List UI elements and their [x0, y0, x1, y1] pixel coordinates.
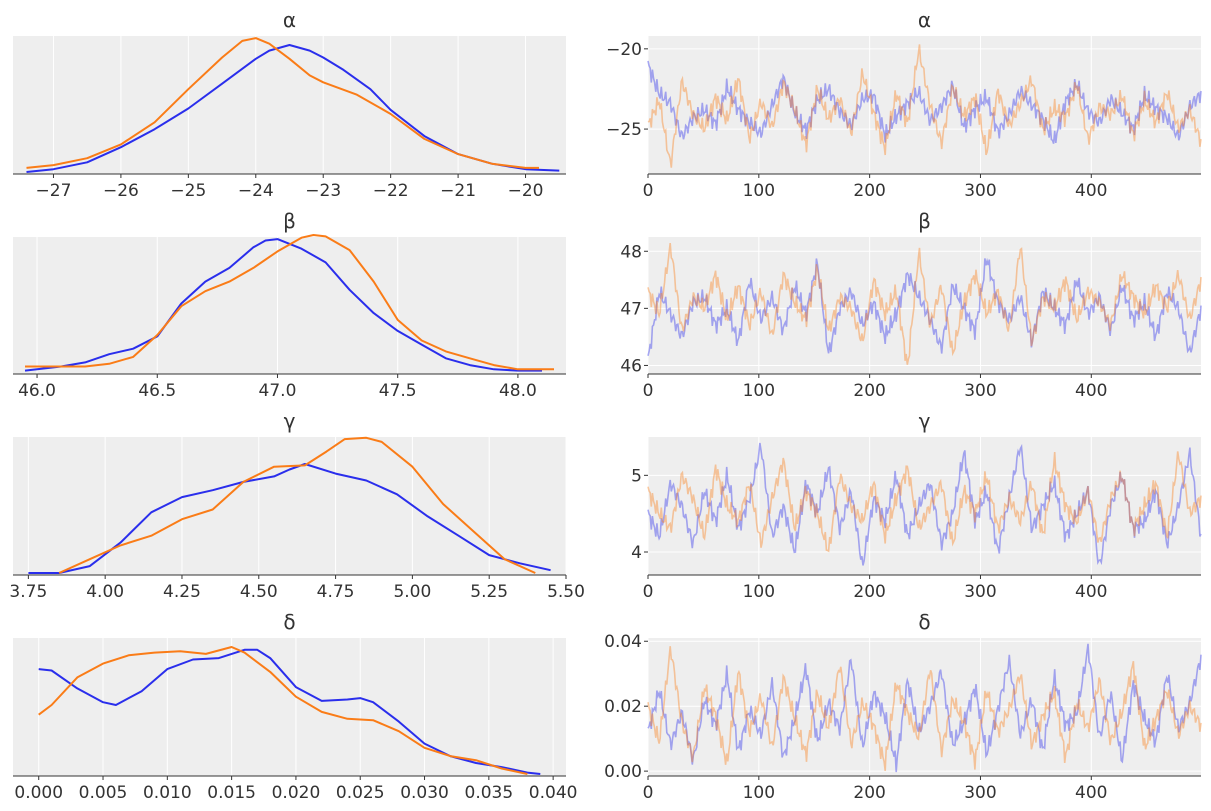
y-tick-label: 47 — [620, 299, 642, 319]
plot-area — [13, 437, 566, 575]
x-tick-label: 400 — [1075, 582, 1107, 602]
x-tick-label: 46.5 — [138, 381, 176, 401]
beta-trace-panel: 0 100 200 300 400 46 47 48 β — [620, 209, 1202, 401]
x-tick-label: 4.50 — [240, 582, 278, 602]
y-tick-label: −25 — [606, 120, 642, 140]
x-tick-label: 400 — [1075, 783, 1107, 803]
delta-trace-panel: 0 100 200 300 400 0.00 0.02 0.04 δ — [604, 610, 1202, 803]
x-tick-label: −24 — [238, 181, 274, 201]
alpha-density-panel: −27 −26 −25 −24 −23 −22 −21 −20 α — [13, 8, 566, 201]
x-tick-label: 4.25 — [163, 582, 201, 602]
y-tick-label: 46 — [620, 356, 642, 376]
x-tick-label: 100 — [743, 783, 775, 803]
x-tick-label: 0.020 — [272, 783, 321, 803]
x-tick-label: 48.0 — [499, 381, 537, 401]
x-tick-label: 200 — [853, 783, 885, 803]
panel-title: δ — [283, 610, 295, 634]
density-line-chain-1 — [58, 436, 536, 574]
plot-area — [13, 237, 566, 374]
x-tick-label: 47.5 — [379, 381, 417, 401]
x-tick-label: 0.040 — [529, 783, 578, 803]
x-tick-label: 0 — [643, 783, 654, 803]
x-tick-label: −22 — [373, 181, 409, 201]
y-tick-label: 5 — [631, 466, 642, 486]
trace-line-chain-1 — [647, 451, 1202, 553]
gamma-trace-panel: 0 100 200 300 400 4 5 γ — [631, 409, 1202, 602]
x-tick-label: 0.030 — [400, 783, 449, 803]
y-tick-label: 4 — [631, 543, 642, 563]
x-tick-label: 100 — [743, 181, 775, 201]
panel-title: β — [918, 209, 931, 233]
y-tick-label: 0.02 — [604, 697, 642, 717]
plot-area — [648, 237, 1201, 374]
alpha-trace-panel: 0 100 200 300 400 −25 −20 α — [606, 8, 1202, 201]
y-tick-label: −20 — [606, 40, 642, 60]
panel-title: α — [283, 8, 296, 32]
plot-area — [648, 638, 1201, 776]
density-line-chain-1 — [25, 234, 554, 371]
x-tick-label: 300 — [964, 582, 996, 602]
x-tick-label: 100 — [743, 582, 775, 602]
x-tick-label: 400 — [1075, 181, 1107, 201]
x-tick-label: −26 — [103, 181, 139, 201]
x-tick-label: 0 — [643, 381, 654, 401]
density-line-chain-1 — [38, 646, 528, 775]
gamma-density-panel: 3.75 4.00 4.25 4.50 4.75 5.00 5.25 5.50 γ — [9, 409, 584, 602]
trace-line-chain-0 — [647, 60, 1202, 144]
x-tick-label: 47.0 — [259, 381, 297, 401]
x-tick-label: −23 — [305, 181, 341, 201]
x-tick-label: 300 — [964, 783, 996, 803]
plot-area — [13, 36, 566, 174]
x-tick-label: −25 — [170, 181, 206, 201]
panel-title: δ — [918, 610, 930, 634]
trace-line-chain-1 — [647, 243, 1202, 365]
panel-title: β — [283, 209, 296, 233]
x-tick-label: 0.015 — [207, 783, 256, 803]
x-tick-label: 200 — [853, 181, 885, 201]
x-tick-label: 0.005 — [79, 783, 128, 803]
plot-area — [13, 638, 566, 776]
x-tick-label: 3.75 — [9, 582, 47, 602]
beta-density-panel: 46.0 46.5 47.0 47.5 48.0 β — [13, 209, 566, 401]
x-tick-label: 300 — [964, 381, 996, 401]
trace-line-chain-0 — [647, 643, 1202, 773]
plot-area — [648, 36, 1201, 174]
delta-density-panel: 0.000 0.005 0.010 0.015 0.020 0.025 0.030 0.035… — [13, 610, 577, 803]
x-tick-label: −21 — [440, 181, 476, 201]
density-line-chain-0 — [28, 463, 551, 574]
x-tick-label: 4.75 — [317, 582, 355, 602]
x-tick-label: −20 — [508, 181, 544, 201]
x-tick-label: 200 — [853, 381, 885, 401]
x-tick-label: 46.0 — [18, 381, 56, 401]
trace-line-chain-1 — [647, 646, 1202, 771]
x-tick-label: 200 — [853, 582, 885, 602]
x-tick-label: 0.025 — [336, 783, 385, 803]
trace-line-chain-0 — [647, 257, 1202, 356]
panel-title: α — [918, 8, 931, 32]
x-tick-label: 4.00 — [86, 582, 124, 602]
x-tick-label: 0.000 — [14, 783, 63, 803]
trace-line-chain-0 — [647, 442, 1202, 566]
panel-title: γ — [284, 409, 296, 433]
x-tick-label: 0 — [643, 582, 654, 602]
panel-title: γ — [919, 409, 931, 433]
x-tick-label: 300 — [964, 181, 996, 201]
x-tick-label: −27 — [36, 181, 72, 201]
x-tick-label: 5.25 — [470, 582, 508, 602]
x-tick-label: 0 — [643, 181, 654, 201]
x-tick-label: 100 — [743, 381, 775, 401]
trace-line-chain-1 — [647, 44, 1202, 168]
x-tick-label: 0.010 — [143, 783, 192, 803]
x-tick-label: 0.035 — [465, 783, 514, 803]
y-tick-label: 0.04 — [604, 632, 642, 652]
density-line-chain-0 — [24, 238, 542, 372]
y-tick-label: 0.00 — [604, 762, 642, 782]
y-tick-label: 48 — [620, 242, 642, 262]
x-tick-label: 5.50 — [547, 582, 585, 602]
x-tick-label: 5.00 — [393, 582, 431, 602]
x-tick-label: 400 — [1075, 381, 1107, 401]
density-line-chain-1 — [26, 37, 539, 169]
